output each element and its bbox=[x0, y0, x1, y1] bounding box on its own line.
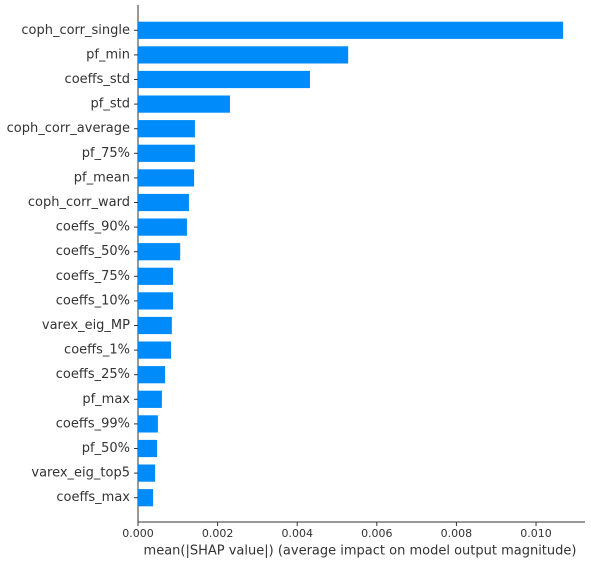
bar bbox=[138, 439, 158, 458]
x-tick-label: 0.002 bbox=[202, 527, 234, 540]
bar bbox=[138, 193, 189, 212]
bar bbox=[138, 218, 187, 236]
y-tick-label: coeffs_10% bbox=[56, 293, 130, 308]
x-tick-label: 0.004 bbox=[281, 527, 313, 540]
bar bbox=[138, 390, 162, 408]
bar bbox=[138, 366, 166, 384]
bar bbox=[138, 267, 174, 285]
bar bbox=[138, 95, 230, 113]
bar bbox=[138, 243, 181, 261]
bar bbox=[138, 169, 195, 187]
y-tick-label: coph_corr_ward bbox=[28, 195, 130, 210]
bar bbox=[138, 316, 172, 335]
bar bbox=[138, 70, 310, 89]
x-tick-label: 0.000 bbox=[122, 527, 154, 540]
bar bbox=[138, 120, 195, 138]
y-tick-label: coeffs_90% bbox=[56, 220, 130, 235]
x-tick-label: 0.010 bbox=[520, 527, 552, 540]
bar bbox=[138, 292, 174, 310]
y-tick-label: coeffs_25% bbox=[56, 367, 130, 382]
bar bbox=[138, 21, 564, 39]
y-tick-label: varex_eig_MP bbox=[42, 318, 130, 333]
bar bbox=[138, 415, 158, 433]
y-tick-label: varex_eig_top5 bbox=[31, 466, 130, 481]
y-tick-label: coeffs_std bbox=[65, 72, 130, 87]
y-tick-label: pf_std bbox=[91, 97, 130, 112]
y-tick-label: coeffs_99% bbox=[56, 416, 130, 431]
y-tick-label: pf_50% bbox=[82, 441, 130, 456]
y-tick-label: coph_corr_single bbox=[21, 23, 130, 38]
x-tick-label: 0.008 bbox=[441, 527, 473, 540]
y-tick-label: pf_min bbox=[86, 47, 130, 62]
bar bbox=[138, 464, 156, 482]
y-tick-label: coeffs_max bbox=[56, 490, 130, 505]
y-tick-label: coeffs_50% bbox=[56, 244, 130, 259]
bar bbox=[138, 341, 172, 359]
y-tick-label: pf_max bbox=[82, 392, 130, 407]
x-axis-label: mean(|SHAP value|) (average impact on mo… bbox=[144, 544, 577, 559]
y-tick-label: coeffs_75% bbox=[56, 269, 130, 284]
y-tick-label: pf_75% bbox=[82, 146, 130, 161]
bar bbox=[138, 489, 154, 507]
y-tick-label: coeffs_1% bbox=[64, 343, 130, 358]
bar bbox=[138, 144, 195, 162]
y-tick-label: coph_corr_average bbox=[7, 121, 130, 136]
y-tick-label: pf_mean bbox=[74, 170, 130, 185]
x-tick-label: 0.006 bbox=[361, 527, 393, 540]
bar bbox=[138, 46, 349, 64]
